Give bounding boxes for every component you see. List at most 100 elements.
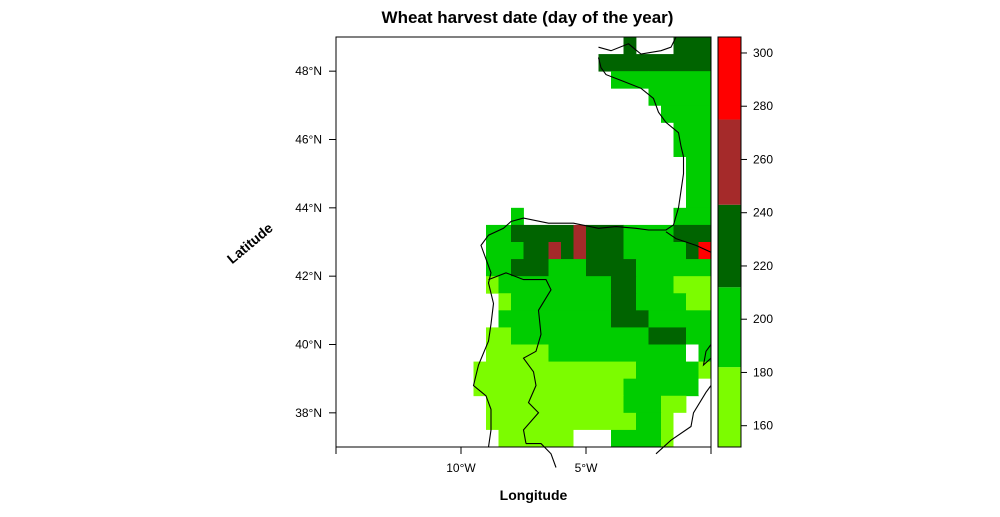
heatmap-cell xyxy=(636,412,662,431)
colorbar-segment xyxy=(718,287,741,368)
colorbar-tick-label: 160 xyxy=(753,419,773,433)
coastline-borders xyxy=(472,36,712,468)
heatmap-cell xyxy=(698,361,712,380)
heatmap-cell xyxy=(511,293,612,311)
heatmap-cell xyxy=(473,378,624,397)
colorbar-segment xyxy=(718,367,741,447)
heatmap-cell xyxy=(623,37,637,55)
heatmap-cell xyxy=(486,344,549,362)
heatmap-cell xyxy=(686,190,712,209)
coastline-path xyxy=(472,57,685,448)
heatmap-cell xyxy=(673,54,712,72)
coastline-path xyxy=(665,231,712,253)
heatmap-cell xyxy=(636,344,712,362)
heatmap-cell xyxy=(673,276,712,294)
colorbar-tick-label: 260 xyxy=(753,152,773,166)
heatmap-cell xyxy=(636,361,699,380)
y-tick-label: 44°N xyxy=(295,201,322,215)
heatmap-cell xyxy=(636,293,687,311)
heatmap-cell xyxy=(586,224,624,243)
heatmap-cell xyxy=(661,395,687,414)
heatmap-cell xyxy=(486,412,637,431)
no-data-area xyxy=(573,429,611,447)
heatmap-cell xyxy=(486,224,512,243)
x-tick-label: 5°W xyxy=(575,461,598,475)
heatmap-cell xyxy=(511,259,549,277)
coastline-path xyxy=(655,385,712,455)
heatmap-cell xyxy=(673,207,712,226)
heatmap-cell xyxy=(686,327,712,345)
heatmap-cells xyxy=(473,37,712,448)
x-axis-label: Longitude xyxy=(500,487,568,503)
colorbar-tick-label: 180 xyxy=(753,365,773,379)
heatmap-cell xyxy=(623,378,699,397)
heatmap-cell xyxy=(486,259,512,277)
heatmap-cell xyxy=(486,276,499,294)
colorbar-frame xyxy=(717,36,742,448)
coastline-path xyxy=(598,36,677,55)
heatmap-cell xyxy=(686,242,699,260)
heatmap-cell xyxy=(473,361,637,380)
heatmap-cell xyxy=(648,310,687,328)
heatmap-cell xyxy=(548,259,587,277)
chart-title: Wheat harvest date (day of the year) xyxy=(382,8,674,27)
heatmap-cell xyxy=(623,224,674,243)
y-tick-label: 40°N xyxy=(295,338,322,352)
heatmap-cell xyxy=(586,242,624,260)
y-tick-label: 48°N xyxy=(295,64,322,78)
no-data-area xyxy=(698,378,711,396)
heatmap-cell xyxy=(686,156,712,175)
colorbar-tick-label: 300 xyxy=(753,46,773,60)
heatmap-cell xyxy=(611,276,637,294)
heatmap-cell xyxy=(611,327,649,345)
y-tick-label: 46°N xyxy=(295,133,322,147)
heatmap-cell xyxy=(523,242,549,260)
colorbar-tick-label: 240 xyxy=(753,206,773,220)
heatmap-cell xyxy=(498,276,612,294)
colorbar-segment xyxy=(718,119,741,205)
heatmap-cell xyxy=(511,224,574,243)
coastline-path xyxy=(488,272,552,444)
y-tick-label: 42°N xyxy=(295,269,322,283)
coastline-path xyxy=(702,344,712,367)
heatmap-cell xyxy=(511,327,612,345)
heatmap-cell xyxy=(648,71,712,89)
x-tick-label: 10°W xyxy=(446,461,476,475)
heatmap-cell xyxy=(673,139,712,157)
colorbar-segment xyxy=(718,204,741,288)
no-data-area xyxy=(686,344,699,362)
heatmap-cell xyxy=(486,327,512,345)
heatmap-cell xyxy=(548,344,637,362)
heatmap-cell xyxy=(673,122,712,140)
heatmap-cell xyxy=(498,310,612,328)
heatmap-cell xyxy=(611,310,649,328)
colorbar-tick-label: 220 xyxy=(753,259,773,273)
heatmap-cell xyxy=(686,310,712,328)
heatmap-cell xyxy=(498,293,512,311)
heatmap-cell xyxy=(686,293,712,311)
heatmap-cell xyxy=(661,429,674,448)
heatmap-cell xyxy=(573,242,587,260)
heatmap-cell xyxy=(686,173,712,192)
y-axis: 38°N 40°N 42°N 44°N 46°N 48°N xyxy=(295,64,336,420)
heatmap-cell xyxy=(611,293,637,311)
y-tick-label: 38°N xyxy=(295,406,322,420)
heatmap-cell xyxy=(548,242,562,260)
heatmap-cell xyxy=(573,224,587,243)
coastline-path xyxy=(526,443,557,468)
x-axis: 10°W 5°W xyxy=(335,446,712,475)
colorbar-segment xyxy=(718,37,741,120)
heatmap-cell xyxy=(648,242,687,260)
heatmap-cell xyxy=(611,71,649,89)
heatmap-cell xyxy=(561,242,574,260)
heatmap-cell xyxy=(698,242,712,260)
y-axis-label: Latitude xyxy=(224,219,276,266)
heatmap-cell xyxy=(673,37,712,55)
heatmap-cell xyxy=(636,276,674,294)
heatmap-cell xyxy=(498,429,574,448)
heatmap-cell xyxy=(636,259,712,277)
colorbar-tick-label: 200 xyxy=(753,312,773,326)
heatmap-cell xyxy=(586,259,637,277)
heatmap-cell xyxy=(623,242,649,260)
colorbar-tick-label: 280 xyxy=(753,99,773,113)
